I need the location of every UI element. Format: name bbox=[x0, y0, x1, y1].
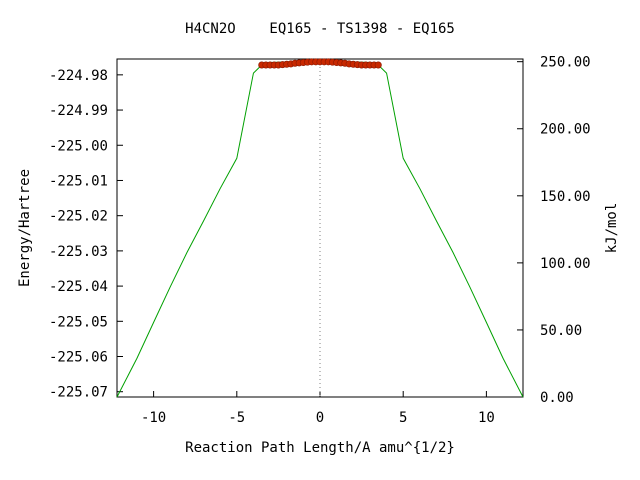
x-tick-label: -5 bbox=[228, 410, 245, 426]
y-tick-label: -225.04 bbox=[49, 279, 108, 295]
y2-tick-label: 50.00 bbox=[540, 323, 582, 339]
y-tick-label: -225.05 bbox=[49, 314, 108, 330]
y-tick-label: -225.02 bbox=[49, 209, 108, 225]
y2-tick-label: 200.00 bbox=[540, 122, 591, 138]
x-tick-label: 10 bbox=[478, 410, 495, 426]
y2-tick-label: 150.00 bbox=[540, 189, 591, 205]
y-tick-label: -224.99 bbox=[49, 103, 108, 119]
y2-tick-label: 100.00 bbox=[540, 256, 591, 272]
y-tick-label: -225.06 bbox=[49, 350, 108, 366]
y-tick-label: -225.07 bbox=[49, 385, 108, 401]
plot-area bbox=[116, 58, 524, 398]
y2-tick-label: 250.00 bbox=[540, 55, 591, 71]
x-tick-label: 5 bbox=[399, 410, 407, 426]
x-tick-label: 0 bbox=[316, 410, 324, 426]
x-axis-label: Reaction Path Length/A amu^{1/2} bbox=[185, 440, 455, 456]
y-tick-label: -224.98 bbox=[49, 68, 108, 84]
y-tick-label: -225.00 bbox=[49, 138, 108, 154]
chart-title: H4CN2O EQ165 - TS1398 - EQ165 bbox=[185, 21, 455, 37]
y-tick-label: -225.03 bbox=[49, 244, 108, 260]
y-axis-label: Energy/Hartree bbox=[17, 169, 33, 287]
y2-axis-label: kJ/mol bbox=[604, 203, 620, 254]
y2-tick-label: 0.00 bbox=[540, 390, 574, 406]
data-point bbox=[374, 61, 382, 69]
y-tick-label: -225.01 bbox=[49, 173, 108, 189]
axes-group: -10 -5 0 5 10 -224.98 -224.99 -225.00 -225.01 -22… bbox=[49, 55, 591, 426]
x-tick-label: -10 bbox=[141, 410, 166, 426]
